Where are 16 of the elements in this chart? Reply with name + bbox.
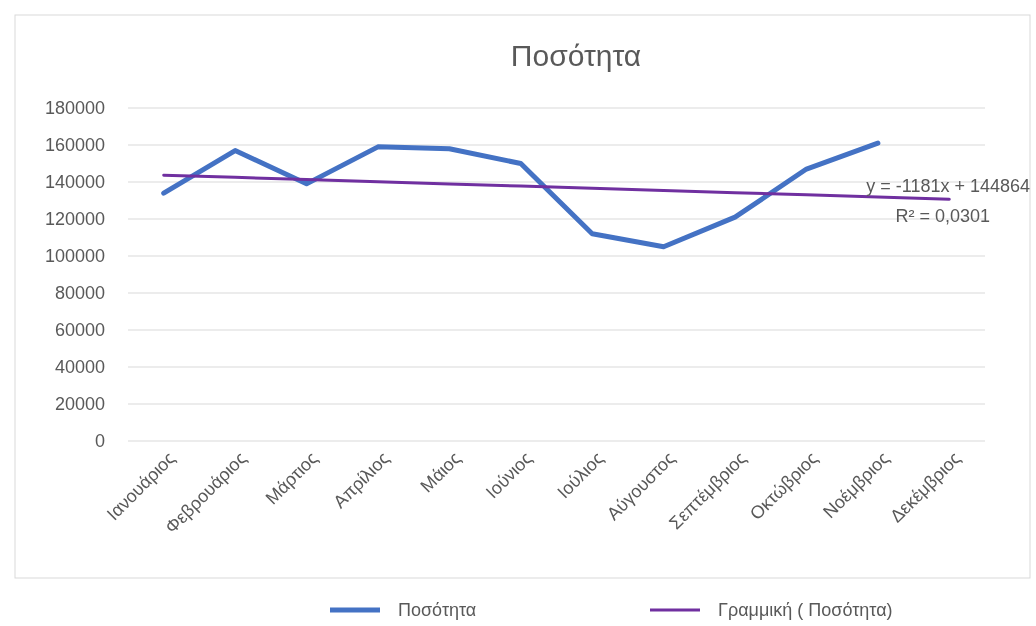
annotation: y = -1181x + 144864 xyxy=(866,176,1030,196)
y-tick-label: 180000 xyxy=(44,98,105,119)
legend-label: Γραμμική ( Ποσότητα) xyxy=(718,600,893,621)
y-tick-label: 140000 xyxy=(44,172,105,193)
legend-label: Ποσότητα xyxy=(398,600,477,621)
y-tick-label: 120000 xyxy=(44,209,105,230)
y-tick-label: 0 xyxy=(94,431,105,452)
y-tick-label: 80000 xyxy=(54,283,105,304)
annotation: R² = 0,0301 xyxy=(895,206,990,226)
y-tick-label: 160000 xyxy=(44,135,105,156)
y-tick-label: 60000 xyxy=(54,320,105,341)
y-tick-label: 40000 xyxy=(54,357,105,378)
chart-title: Ποσότητα xyxy=(510,39,642,72)
y-tick-label: 20000 xyxy=(54,394,105,415)
y-tick-label: 100000 xyxy=(44,246,105,267)
line-series xyxy=(162,173,951,201)
